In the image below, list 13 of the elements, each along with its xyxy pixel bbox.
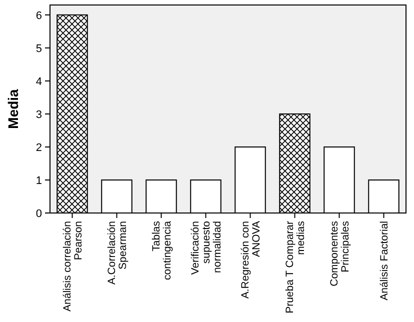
x-tick-label: Tablas contingencia bbox=[150, 220, 174, 280]
y-tick-label: 2 bbox=[36, 142, 42, 154]
y-tick-label: 3 bbox=[36, 108, 42, 121]
y-tick-label: 0 bbox=[36, 208, 42, 220]
x-tick-label: Prueba T Comparar medias bbox=[284, 220, 307, 314]
y-tick-label: 5 bbox=[36, 42, 42, 55]
y-tick-label: 6 bbox=[36, 10, 42, 22]
y-axis-title: Media bbox=[5, 88, 21, 129]
x-tick-label: Análisis correlación Pearson bbox=[61, 220, 84, 312]
x-tick-label: Análisis Factorial bbox=[378, 221, 390, 300]
y-tick-label: 1 bbox=[36, 174, 42, 187]
y-tick-label: 4 bbox=[36, 76, 42, 88]
x-tick-label: A.Correlación Spearman bbox=[106, 220, 129, 285]
